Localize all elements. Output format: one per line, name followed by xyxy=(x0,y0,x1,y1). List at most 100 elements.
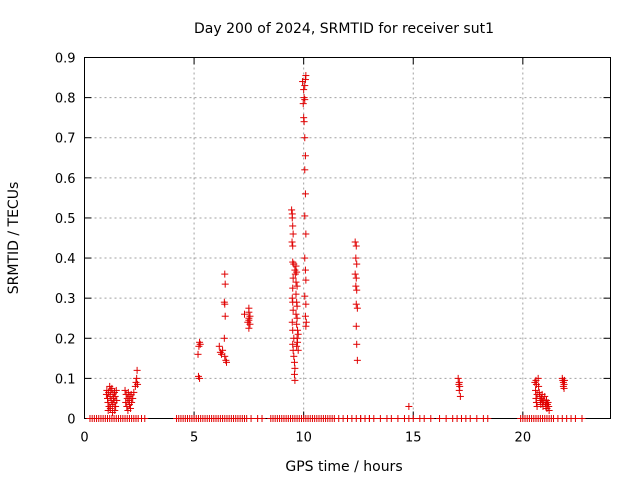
data-point xyxy=(352,254,360,262)
axis-ticks: 0 0.1 0.2 0.3 0.4 0.5 0.6 0.7 0.8 0.9 0 5 10 15 20 xyxy=(55,52,611,446)
y-tick-label: 0.5 xyxy=(55,212,76,227)
data-point xyxy=(351,238,359,246)
x-tick-label: 20 xyxy=(515,431,532,446)
chart-title: Day 200 of 2024, SRMTID for receiver sut… xyxy=(194,21,494,37)
data-point xyxy=(221,270,229,278)
data-point xyxy=(560,376,568,384)
data-point xyxy=(301,266,309,274)
data-point xyxy=(290,370,298,378)
grid-lines xyxy=(84,57,611,419)
data-point xyxy=(394,415,402,422)
data-point xyxy=(221,352,229,360)
x-tick-label: 5 xyxy=(190,431,198,446)
data-point xyxy=(112,386,120,394)
data-point xyxy=(292,290,300,298)
data-point xyxy=(294,326,302,334)
data-point xyxy=(352,300,360,308)
data-point xyxy=(127,404,135,412)
data-point xyxy=(301,292,309,300)
plot-frame xyxy=(84,57,611,419)
data-point xyxy=(466,415,474,422)
data-point xyxy=(292,262,300,270)
data-point xyxy=(245,308,253,316)
data-point xyxy=(289,340,297,348)
data-point xyxy=(352,322,360,330)
y-tick-label: 0.8 xyxy=(55,92,76,107)
data-point xyxy=(288,318,296,326)
y-axis-label: SRMTID / TECUs xyxy=(6,182,22,295)
data-point xyxy=(245,314,253,322)
data-point xyxy=(244,318,252,326)
data-point xyxy=(111,392,119,400)
data-point xyxy=(302,72,310,80)
data-point xyxy=(258,415,266,422)
data-point xyxy=(352,242,360,250)
data-point xyxy=(289,242,297,250)
data-point xyxy=(289,274,297,282)
data-point xyxy=(532,398,540,406)
data-point xyxy=(405,402,413,410)
data-point xyxy=(473,415,481,422)
y-tick-label: 0.7 xyxy=(55,132,76,147)
data-point xyxy=(293,302,301,310)
data-point xyxy=(301,134,309,142)
data-point xyxy=(223,358,231,366)
data-point xyxy=(454,374,462,382)
data-point xyxy=(196,340,204,348)
data-point xyxy=(288,206,296,214)
data-point xyxy=(409,415,417,422)
data-point xyxy=(113,396,121,404)
x-axis-label: GPS time / hours xyxy=(285,459,402,475)
data-point xyxy=(351,270,359,278)
x-tick-label: 0 xyxy=(80,431,88,446)
data-point xyxy=(301,96,309,104)
data-point xyxy=(301,312,309,320)
data-point xyxy=(352,274,360,282)
data-point xyxy=(427,415,435,422)
data-point xyxy=(112,402,120,410)
data-point xyxy=(245,324,253,332)
data-point xyxy=(300,118,308,126)
data-point xyxy=(300,86,308,94)
data-point xyxy=(387,415,395,422)
data-point xyxy=(291,364,299,372)
data-point xyxy=(130,388,138,396)
data-point xyxy=(560,384,568,392)
data-point xyxy=(484,415,492,422)
data-point xyxy=(289,306,297,314)
data-point xyxy=(533,402,541,410)
data-point xyxy=(436,415,444,422)
data-point xyxy=(292,310,300,318)
data-point xyxy=(111,406,119,414)
data-point xyxy=(221,312,229,320)
data-point xyxy=(219,346,227,354)
data-point xyxy=(194,350,202,358)
data-point xyxy=(455,386,463,394)
data-point xyxy=(353,260,361,268)
data-point xyxy=(108,384,116,392)
data-point xyxy=(196,374,204,382)
y-tick-label: 0.9 xyxy=(55,52,76,67)
data-point xyxy=(293,314,301,322)
data-point xyxy=(291,376,299,384)
data-point xyxy=(534,374,542,382)
data-point xyxy=(290,358,298,366)
data-point xyxy=(301,166,309,174)
data-point xyxy=(221,280,229,288)
data-point xyxy=(442,415,450,422)
data-point xyxy=(532,386,540,394)
data-point xyxy=(302,300,310,308)
data-point xyxy=(293,320,301,328)
data-point xyxy=(293,342,301,350)
data-point xyxy=(578,415,586,422)
data-point xyxy=(290,352,298,360)
data-point xyxy=(302,322,310,330)
data-point xyxy=(221,300,229,308)
data-point xyxy=(545,406,553,414)
data-point xyxy=(353,286,361,294)
y-tick-label: 0.1 xyxy=(55,372,76,387)
data-point xyxy=(220,334,228,342)
data-point xyxy=(133,366,141,374)
data-point xyxy=(541,392,549,400)
